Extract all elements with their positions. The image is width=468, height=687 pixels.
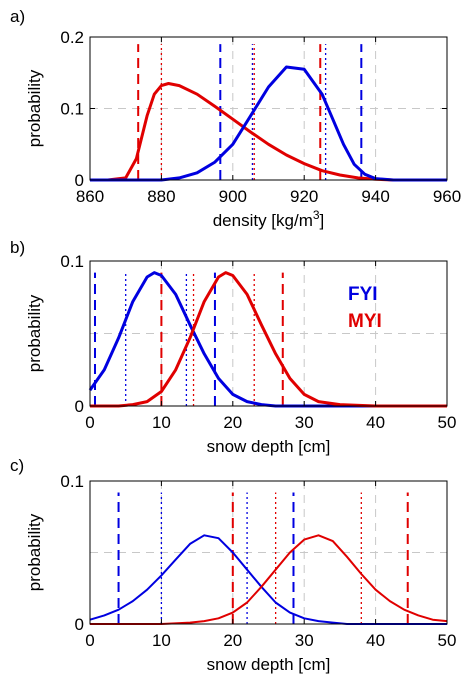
y-tick-label: 0.1 [60,252,84,271]
x-tick-label: 40 [366,631,385,650]
series-line [107,82,447,182]
x-tick-label: 50 [438,413,457,432]
x-tick-label: 940 [361,187,389,206]
x-tick-label: 30 [295,413,314,432]
x-tick-label: 20 [223,413,242,432]
plot-frame [89,36,448,181]
x-tick-label: 30 [295,631,314,650]
y-axis-label: probability [25,294,44,372]
x-axis-label: density [kg/m3] [213,208,325,230]
x-tick-label: 0 [85,413,94,432]
x-tick-label: 920 [290,187,318,206]
x-axis-label: snow depth [cm] [207,437,331,456]
x-tick-label: 0 [85,631,94,650]
x-tick-label: 10 [152,413,171,432]
panel-label: b) [10,238,25,257]
panel-b: 0 10 20 30 40 50 0 0.1 b) probability snow depth [… [10,238,456,456]
y-tick-label: 0 [75,615,84,634]
panel-label: c) [10,456,24,475]
x-tick-label: 900 [219,187,247,206]
x-tick-label: 20 [223,631,242,650]
y-tick-label: 0.1 [60,100,84,119]
x-tick-label: 880 [147,187,175,206]
y-tick-label: 0.1 [60,472,84,491]
panel-label: a) [10,7,25,26]
x-tick-label: 40 [366,413,385,432]
series-line [90,534,448,625]
y-tick-label: 0 [75,171,84,190]
plot-frame [89,480,448,625]
x-tick-label: 960 [433,187,461,206]
x-tick-label: 860 [76,187,104,206]
series-line [90,65,447,182]
y-axis-label: probability [25,69,44,147]
y-tick-label: 0.2 [60,28,84,47]
x-tick-label: 50 [438,631,457,650]
plot-frame [89,260,448,407]
y-axis-label: probability [25,513,44,591]
series-line [89,534,447,625]
legend-entry: FYI [348,284,378,305]
y-tick-label: 0 [75,397,84,416]
panel-a: 860 880 900 920 940 960 0 0.1 0.2 a) probability de… [10,7,461,230]
legend-entry: MYI [348,311,382,332]
x-tick-label: 10 [152,631,171,650]
series-line [90,271,447,408]
x-axis-label: snow depth [cm] [207,655,331,674]
panel-c: 0 10 20 30 40 50 0 0.1 c) probability snow depth [… [10,456,456,674]
